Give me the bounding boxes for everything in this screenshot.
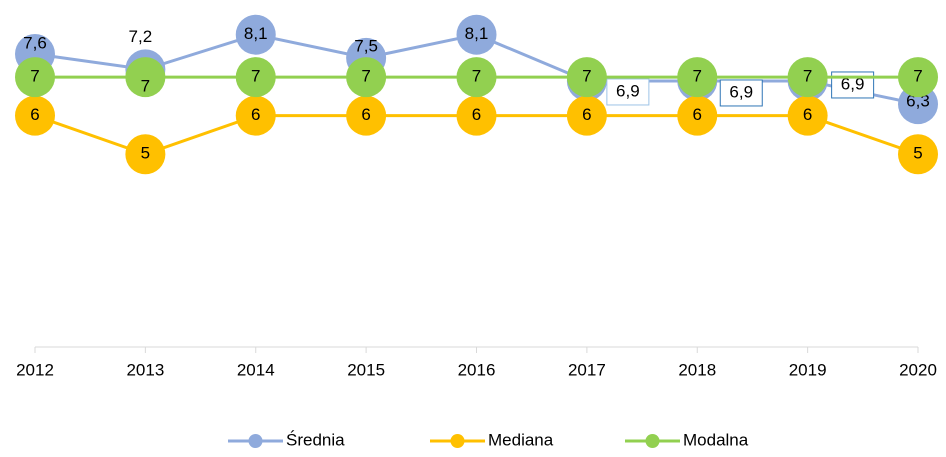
point — [677, 95, 718, 136]
x-tick-label: 2015 — [347, 360, 385, 379]
point — [235, 57, 276, 98]
x-tick-label: 2019 — [789, 360, 827, 379]
x-tick-label: 2012 — [16, 360, 54, 379]
x-tick-label: 2018 — [678, 360, 716, 379]
x-tick-label: 2017 — [568, 360, 606, 379]
legend-label: Średnia — [286, 430, 345, 449]
point — [566, 95, 607, 136]
point — [125, 134, 166, 175]
point — [456, 57, 497, 98]
data-label: 7,5 — [354, 36, 378, 55]
x-tick-label: 2016 — [458, 360, 496, 379]
data-label: 7,2 — [129, 27, 153, 46]
point — [125, 57, 166, 98]
data-label: 6,9 — [616, 81, 640, 100]
point — [346, 57, 387, 98]
legend-label: Modalna — [683, 430, 749, 449]
point — [346, 95, 387, 136]
data-label: 8,1 — [465, 24, 489, 43]
point — [15, 57, 55, 98]
label-box — [606, 78, 650, 106]
point — [566, 57, 607, 98]
point — [898, 57, 938, 98]
x-tick-label: 2020 — [899, 360, 937, 379]
point — [235, 14, 276, 55]
data-label: 7 — [472, 67, 481, 86]
point — [456, 95, 497, 136]
x-tick-label: 2013 — [126, 360, 164, 379]
data-label: 6,9 — [729, 82, 753, 101]
data-label: 7 — [361, 67, 370, 86]
point — [456, 14, 497, 55]
data-label: 6 — [803, 105, 812, 124]
data-label: 6 — [582, 105, 591, 124]
point — [787, 57, 828, 98]
data-label: 8,1 — [244, 24, 268, 43]
data-label: 7 — [693, 67, 702, 86]
data-label: 7 — [30, 67, 39, 86]
data-label: 6,9 — [841, 74, 865, 93]
data-label: 6 — [472, 105, 481, 124]
legend-marker — [248, 434, 263, 448]
legend-marker — [645, 434, 660, 448]
data-label: 7,6 — [23, 33, 47, 52]
point — [787, 95, 828, 136]
data-label: 7 — [141, 77, 150, 96]
data-label: 5 — [913, 144, 922, 163]
point — [677, 57, 718, 98]
label-box — [719, 79, 763, 107]
data-label: 7 — [913, 67, 922, 86]
data-label: 7 — [582, 67, 591, 86]
data-label: 6 — [30, 105, 39, 124]
data-label: 7 — [803, 67, 812, 86]
data-label: 6 — [693, 105, 702, 124]
legend-marker — [450, 434, 465, 448]
data-label: 6 — [251, 105, 260, 124]
data-label: 6,3 — [906, 92, 930, 111]
legend-label: Mediana — [488, 430, 554, 449]
data-label: 6 — [361, 105, 370, 124]
point — [15, 95, 55, 136]
data-label: 7 — [251, 67, 260, 86]
point — [898, 134, 938, 175]
data-label: 5 — [141, 144, 150, 163]
point — [235, 95, 276, 136]
x-tick-label: 2014 — [237, 360, 275, 379]
